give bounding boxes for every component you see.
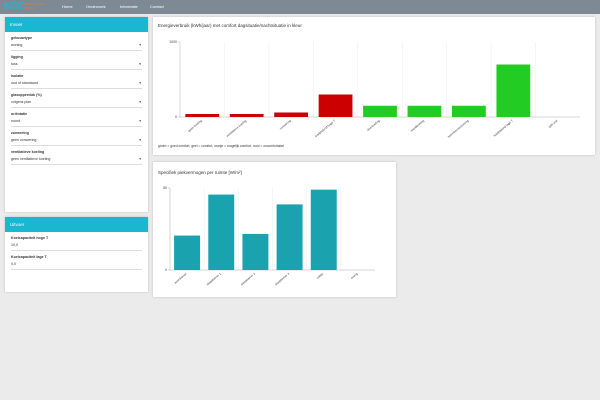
dropdown-caret: ▾ — [139, 100, 141, 104]
field-value: noord — [11, 119, 21, 123]
field-label: glasoppervlak (%) — [11, 93, 42, 97]
dropdown-caret: ▾ — [139, 62, 141, 66]
form-field: zonwering geen zonwering ▾ — [11, 131, 142, 146]
bar — [276, 204, 303, 270]
bar — [242, 233, 269, 270]
dropdown-caret: ▾ — [139, 81, 141, 85]
x-tick-label: slaapkamer 2 — [240, 271, 257, 286]
x-tick-label: wandkoeling — [410, 118, 426, 132]
bar — [318, 94, 353, 117]
x-tick-label: slaapkamer 3 — [274, 271, 291, 286]
form-field: glasoppervlak (%) volgens plan ▾ — [11, 93, 142, 108]
y-tick-label: 0 — [175, 115, 177, 119]
x-tick-label: woonkamer — [173, 272, 187, 285]
chart-card: Specifiek piekvermogen per ruimte [W/m²]… — [153, 162, 396, 297]
panel-title: Uitvoer — [5, 217, 148, 232]
bar — [407, 105, 442, 117]
output-value: 10,0 — [11, 243, 142, 251]
bar — [208, 194, 235, 270]
field-value: geen ventilatieve koeling — [11, 157, 51, 161]
chart-card: Energieverbruik (kWh/jaar) met comfort d… — [153, 17, 595, 155]
dropdown-caret: ▾ — [139, 43, 141, 47]
field-label: gebouwtype — [11, 36, 32, 40]
y-tick-label: 1000 — [169, 40, 177, 44]
x-tick-label: overig — [350, 271, 359, 280]
x-tick-label: koelplafond hoge T — [314, 119, 336, 139]
form-field: ligging tuss ▾ — [11, 55, 142, 70]
input-panel: Invoer gebouwtype woning ▾ ligging tuss ▾ isol… — [5, 17, 148, 212]
field-value: woning — [11, 43, 23, 47]
select-box[interactable]: tuss ▾ — [11, 62, 142, 70]
x-tick-label: koelplafond lage T — [493, 119, 514, 138]
output-panel: Uitvoer Koelcapaciteit hoge T 10,0 Koelcap… — [5, 217, 148, 292]
logo-subtitle: Kennis Centrum Comfort — [24, 2, 46, 10]
field-label: zonwering — [11, 131, 29, 135]
chart-title: Specifiek piekvermogen per ruimte [W/m²] — [158, 170, 242, 175]
panel-title: Invoer — [5, 17, 148, 32]
bar — [185, 114, 220, 117]
bar — [310, 189, 337, 270]
form-field: oriëntatie noord ▾ — [11, 112, 142, 127]
chart: Energieverbruik (kWh/jaar) met comfort d… — [158, 23, 580, 148]
y-tick-label: 50 — [163, 186, 167, 190]
x-tick-label: slaapkamer 1 — [206, 271, 223, 286]
chart-title: Energieverbruik (kWh/jaar) met comfort d… — [158, 23, 302, 28]
x-tick-label: zolder — [316, 272, 325, 280]
x-tick-label: vloerkoeling — [366, 118, 381, 132]
field-label: Koelcapaciteit lage T — [11, 255, 47, 259]
y-tick-label: 0 — [165, 268, 167, 272]
select-box[interactable]: geen ventilatieve koeling ▾ — [11, 157, 142, 165]
select-box[interactable]: geen zonwering ▾ — [11, 138, 142, 146]
navbar: KCC Kennis Centrum Comfort Home Onderzoe… — [0, 0, 600, 14]
field-value: tuss — [11, 62, 18, 66]
select-box[interactable]: volgens plan ▾ — [11, 100, 142, 108]
form-field: isolatie oud of standaard ▾ — [11, 74, 142, 89]
x-tick-label: split unit — [547, 119, 558, 129]
x-tick-label: betonkernactivering — [447, 118, 470, 138]
field-label: ventilatieve koeling — [11, 150, 45, 154]
field-label: Koelcapaciteit hoge T — [11, 236, 49, 240]
chart-note: groen = goed comfort, geel = comfort, or… — [158, 144, 284, 148]
x-tick-label: zonwering — [279, 118, 292, 130]
bar — [229, 114, 264, 117]
form-field: Koelcapaciteit hoge T 10,0 — [11, 236, 142, 251]
select-box[interactable]: oud of standaard ▾ — [11, 81, 142, 89]
chart: Specifiek piekvermogen per ruimte [W/m²]… — [158, 170, 375, 286]
nav-item[interactable]: Home — [62, 4, 73, 9]
bar — [452, 105, 486, 117]
select-box[interactable]: woning ▾ — [11, 43, 142, 51]
x-tick-label: ventilatieve koeling — [225, 118, 247, 138]
field-label: oriëntatie — [11, 112, 28, 116]
form-field: ventilatieve koeling geen ventilatieve ko… — [11, 150, 142, 165]
bar — [174, 235, 201, 270]
nav-item[interactable]: Informatie — [120, 4, 138, 9]
select-box[interactable]: noord ▾ — [11, 119, 142, 127]
output-value: 0,0 — [11, 262, 142, 270]
nav-item[interactable]: Onderzoek — [86, 4, 106, 9]
logo[interactable]: KCC — [4, 1, 25, 12]
form-field: Koelcapaciteit lage T 0,0 — [11, 255, 142, 270]
bar — [274, 112, 308, 117]
x-tick-label: geen koeling — [187, 118, 203, 132]
dropdown-caret: ▾ — [139, 119, 141, 123]
field-value: geen zonwering — [11, 138, 37, 142]
field-value: 10,0 — [11, 243, 18, 247]
nav-item[interactable]: Contact — [150, 4, 164, 9]
form-field: gebouwtype woning ▾ — [11, 36, 142, 51]
field-label: ligging — [11, 55, 23, 59]
bar — [363, 105, 397, 117]
field-label: isolatie — [11, 74, 24, 78]
bar — [496, 64, 531, 117]
dropdown-caret: ▾ — [139, 138, 141, 142]
field-value: oud of standaard — [11, 81, 38, 85]
field-value: 0,0 — [11, 262, 16, 266]
dropdown-caret: ▾ — [139, 157, 141, 161]
field-value: volgens plan — [11, 100, 32, 104]
